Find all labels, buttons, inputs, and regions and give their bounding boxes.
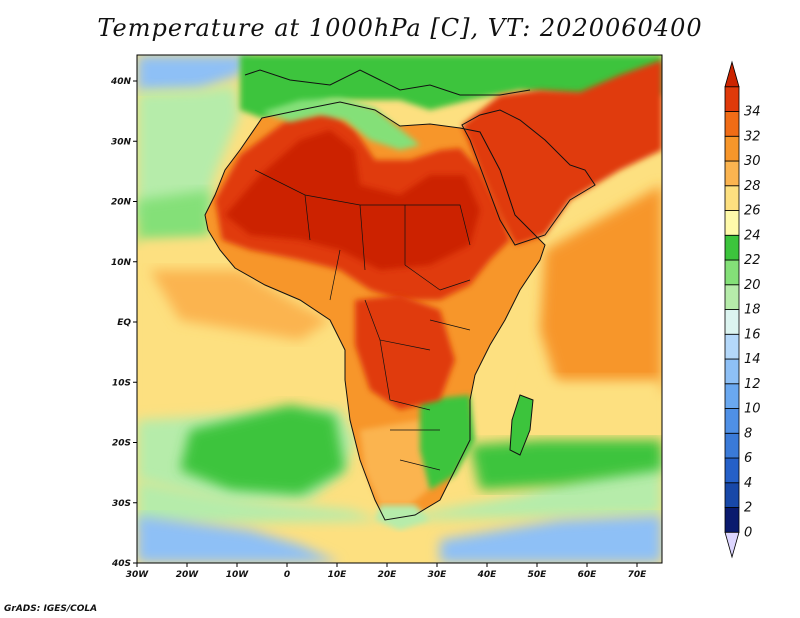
colorbar-swatch <box>724 160 740 187</box>
lat-tick-label: 40N <box>110 77 132 87</box>
madagascar-coastline <box>509 394 534 456</box>
lon-tick-label: 30W <box>126 570 150 580</box>
country-borders <box>254 169 471 471</box>
ocean-band-hot-guinea <box>150 270 330 340</box>
lon-tick-label: 50E <box>528 570 548 580</box>
colorbar-swatch <box>724 210 740 236</box>
ocean-band-cold-north <box>137 55 250 92</box>
colorbar-swatch <box>724 135 740 162</box>
lon-tick-label: 30E <box>428 570 448 580</box>
lon-tick-label: 70E <box>628 570 648 580</box>
longitude-axis: 30W 20W 10W 0 10E 20E 30E 40E 50E 60E 70E <box>126 563 647 580</box>
sahara-hottest-core <box>225 130 480 270</box>
lon-tick-label: 60E <box>578 570 598 580</box>
arabia-coastline <box>461 109 596 246</box>
colorbar-swatch <box>724 432 740 459</box>
lon-tick-label: 20E <box>378 570 398 580</box>
map-title: Temperature at 1000hPa [C], VT: 20200604… <box>97 14 703 42</box>
latitude-axis: 40N 30N 20N 10N EQ 10S 20S 30S 40S <box>110 77 137 569</box>
colorbar-label: 12 <box>744 377 761 392</box>
ocean-band-warm-indian <box>520 380 662 455</box>
ocean-band-mid-north <box>137 190 210 245</box>
colorbar-label: 4 <box>744 476 752 491</box>
colorbar-label: 30 <box>744 154 761 169</box>
lon-tick-label: 0 <box>284 570 290 580</box>
colorbar-label: 34 <box>744 105 761 120</box>
colorbar-label: 32 <box>744 129 761 144</box>
lat-tick-label: 30N <box>111 137 132 147</box>
lon-tick-label: 40E <box>477 570 498 580</box>
madagascar <box>510 395 533 455</box>
ocean-band-cool-south <box>137 455 662 525</box>
colorbar-label: 24 <box>744 228 761 243</box>
colorbar-swatch <box>724 457 740 484</box>
colorbar-swatch <box>724 185 740 211</box>
map-frame <box>136 54 663 564</box>
ocean-band-cold-south-east <box>440 515 662 563</box>
arabia-iran-hot-core <box>462 60 662 245</box>
colorbar-label: 16 <box>744 327 761 342</box>
ocean-band-hot-indian <box>540 185 662 395</box>
ocean-band-green-south-atlantic <box>180 405 345 495</box>
europe-land <box>240 55 662 118</box>
map-field <box>137 55 662 563</box>
colorbar-swatch <box>724 86 740 112</box>
colorbar-label: 20 <box>744 278 761 293</box>
colorbar-label: 0 <box>744 525 752 540</box>
colorbar-swatch <box>724 234 740 261</box>
colorbar-swatch <box>724 284 740 310</box>
colorbar-label: 10 <box>744 402 761 417</box>
lat-tick-label: 30S <box>112 499 131 509</box>
mediterranean-north-coast <box>244 69 531 96</box>
colorbar-label: 14 <box>744 352 761 367</box>
lat-tick-label: EQ <box>117 318 131 328</box>
colorbar-label: 28 <box>744 179 761 194</box>
lat-tick-label: 10S <box>112 378 131 388</box>
lon-tick-label: 20W <box>176 570 200 580</box>
lat-tick-label: 10N <box>111 258 132 268</box>
colorbar-swatch <box>724 333 740 360</box>
ocean-band-cold-south <box>137 515 340 563</box>
colorbar-swatch <box>724 259 740 286</box>
colorbar-label: 26 <box>744 204 761 219</box>
coastlines <box>204 69 596 521</box>
southeast-africa-cool <box>420 395 475 490</box>
lat-tick-label: 20N <box>111 198 132 208</box>
colorbar-swatch <box>724 358 740 385</box>
colorbar-label: 22 <box>744 253 761 268</box>
colorbar-label: 6 <box>744 451 752 466</box>
ocean-band-cool-north <box>137 85 240 220</box>
colorbar-swatch <box>724 60 740 88</box>
colorbar-label: 8 <box>744 426 752 441</box>
lon-tick-label: 10E <box>328 570 348 580</box>
colorbar-swatch <box>724 507 740 533</box>
north-africa-cool-coast <box>262 98 420 150</box>
africa-coastline <box>204 101 546 521</box>
lat-tick-label: 40S <box>111 559 131 569</box>
colorbar-label: 18 <box>744 303 761 318</box>
colorbar-swatch <box>724 482 740 508</box>
colorbar-swatch <box>724 383 740 409</box>
lon-tick-label: 10W <box>226 570 250 580</box>
colorbar-swatch <box>724 111 740 137</box>
central-africa-warm <box>355 295 455 410</box>
colorbar-swatch <box>724 309 740 335</box>
lat-tick-label: 20S <box>112 439 131 449</box>
colorbar-label: 2 <box>744 501 752 516</box>
grads-credit: GrADS: IGES/COLA <box>4 604 98 614</box>
colorbar-swatch <box>724 531 740 559</box>
colorbar-swatch <box>724 408 740 434</box>
